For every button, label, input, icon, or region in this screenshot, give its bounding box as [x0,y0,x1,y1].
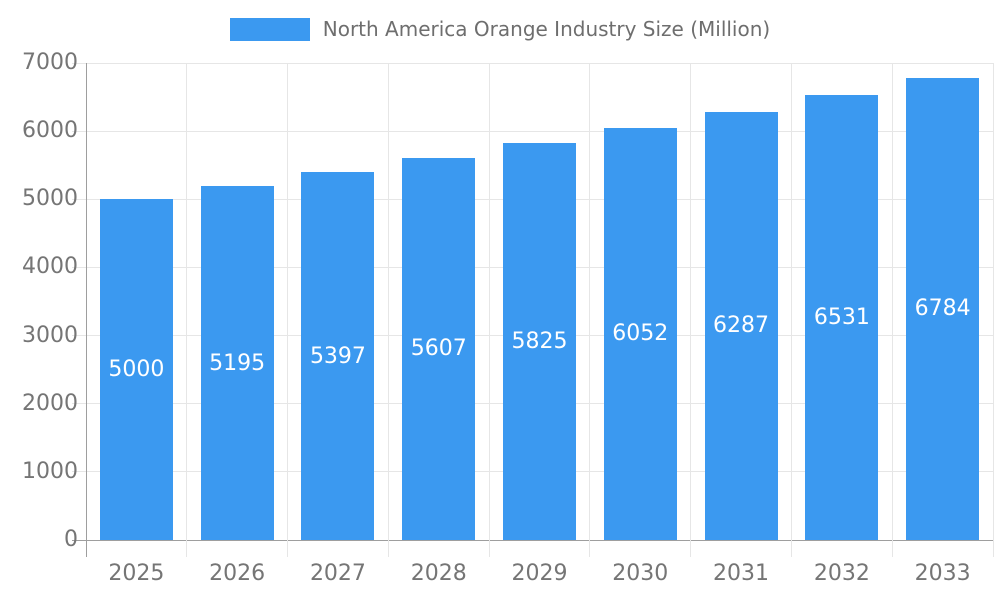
gridline-x-1 [186,63,188,557]
legend[interactable]: North America Orange Industry Size (Mill… [0,17,1000,41]
legend-swatch [229,17,310,41]
bar-value-label-2027: 5397 [309,343,366,369]
bar-2029[interactable]: 5825 [503,143,576,540]
y-axis-label-2000: 2000 [22,390,78,416]
bar-value-label-2033: 6784 [914,296,971,322]
y-axis-label-4000: 4000 [22,254,78,280]
gridline-x-8 [891,63,893,557]
x-axis-label-2030: 2030 [612,561,669,586]
bar-2031[interactable]: 6287 [704,111,778,540]
bar-value-label-2026: 5195 [209,350,266,376]
x-axis-label-2026: 2026 [209,561,266,586]
y-axis-label-3000: 3000 [22,322,78,348]
y-axis-label-5000: 5000 [22,186,78,212]
x-axis-label-2028: 2028 [410,561,467,586]
y-axis-label-0: 0 [64,527,78,552]
bar-2027[interactable]: 5397 [301,172,375,540]
x-axis-label-2032: 2032 [813,561,870,586]
x-axis-label-2027: 2027 [309,561,366,586]
bar-value-label-2030: 6052 [612,321,669,347]
gridline-x-4 [488,63,490,557]
y-axis-line [86,63,87,557]
y-axis-label-1000: 1000 [22,458,78,484]
y-axis-label-7000: 7000 [22,50,78,75]
gridline-y-7000 [72,62,993,64]
x-axis-label-2031: 2031 [713,561,770,586]
bar-2026[interactable]: 5195 [200,186,274,540]
x-axis-label-2033: 2033 [914,561,971,586]
bar-2028[interactable]: 5607 [402,157,476,540]
legend-label: North America Orange Industry Size (Mill… [322,17,771,41]
bar-value-label-2032: 6531 [813,304,870,330]
bar-value-label-2031: 6287 [713,313,770,339]
bar-2030[interactable]: 6052 [603,127,677,540]
gridline-x-3 [387,63,389,557]
bar-value-label-2029: 5825 [511,329,568,355]
gridline-y-6000 [72,130,993,132]
y-axis-label-6000: 6000 [22,118,78,144]
bar-2025[interactable]: 5000 [99,199,173,540]
plot-area: 0 1000 2000 3000 4000 5000 6000 7000 5000 2025 519… [22,50,994,586]
gridline-x-9 [992,63,994,557]
bar-value-label-2025: 5000 [108,357,165,383]
x-axis-label-2029: 2029 [511,561,568,586]
gridline-x-7 [790,63,792,557]
gridline-y-0 [72,539,993,541]
x-axis-label-2025: 2025 [108,561,165,586]
gridline-x-2 [287,63,289,557]
gridline-x-5 [589,63,591,557]
gridline-x-6 [690,63,692,557]
bar-2033[interactable]: 6784 [906,77,980,540]
bar-value-label-2028: 5607 [410,336,467,362]
bar-2032[interactable]: 6531 [805,94,879,540]
